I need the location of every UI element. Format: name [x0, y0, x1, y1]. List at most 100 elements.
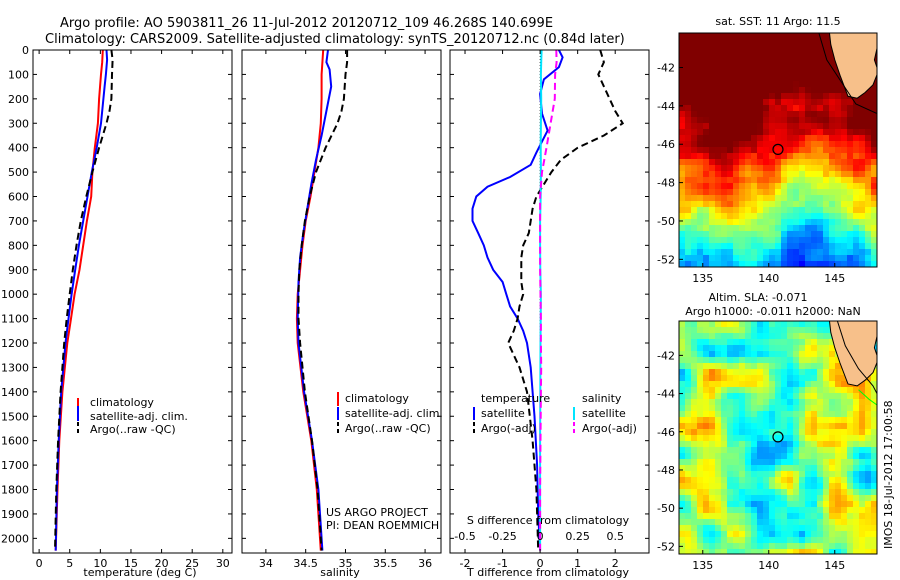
field-cell	[697, 225, 704, 232]
field-cell	[721, 363, 728, 370]
field-cell	[835, 507, 842, 514]
field-cell	[829, 123, 836, 130]
field-cell	[787, 51, 794, 58]
field-cell	[763, 93, 770, 100]
field-cell	[793, 453, 800, 460]
field-cell	[781, 63, 788, 70]
series-line-climatology	[295, 50, 325, 551]
field-cell	[781, 237, 788, 244]
field-cell	[751, 363, 758, 370]
y-tick-label: 500	[8, 166, 29, 179]
field-cell	[691, 531, 698, 538]
field-cell	[697, 423, 704, 430]
field-cell	[697, 489, 704, 496]
field-cell	[793, 501, 800, 508]
field-cell	[853, 519, 860, 526]
field-cell	[865, 237, 872, 244]
field-cell	[679, 357, 686, 364]
field-cell	[721, 213, 728, 220]
field-cell	[721, 405, 728, 412]
field-cell	[721, 549, 728, 554]
field-cell	[799, 483, 806, 490]
field-cell	[685, 459, 692, 466]
field-cell	[691, 255, 698, 262]
field-cell	[853, 201, 860, 208]
field-cell	[715, 519, 722, 526]
field-cell	[721, 33, 728, 40]
field-cell	[853, 141, 860, 148]
field-cell	[787, 471, 794, 478]
field-cell	[685, 345, 692, 352]
field-cell	[817, 123, 824, 130]
field-cell	[727, 375, 734, 382]
field-cell	[691, 387, 698, 394]
field-cell	[793, 243, 800, 250]
field-cell	[691, 549, 698, 554]
field-cell	[775, 375, 782, 382]
field-cell	[715, 393, 722, 400]
field-cell	[835, 147, 842, 154]
field-cell	[811, 231, 818, 238]
field-cell	[841, 495, 848, 502]
field-cell	[757, 81, 764, 88]
x-tick-label: 0	[36, 557, 43, 570]
field-cell	[823, 327, 830, 334]
field-cell	[841, 159, 848, 166]
field-cell	[775, 255, 782, 262]
field-cell	[823, 57, 830, 64]
field-cell	[859, 189, 866, 196]
field-cell	[727, 519, 734, 526]
field-cell	[871, 507, 877, 514]
field-cell	[739, 441, 746, 448]
field-cell	[751, 423, 758, 430]
field-cell	[823, 69, 830, 76]
field-cell	[793, 261, 800, 267]
field-cell	[823, 441, 830, 448]
field-cell	[697, 417, 704, 424]
field-cell	[799, 69, 806, 76]
field-cell	[685, 129, 692, 136]
field-cell	[703, 345, 710, 352]
field-cell	[859, 237, 866, 244]
field-cell	[769, 459, 776, 466]
field-cell	[805, 171, 812, 178]
field-cell	[697, 327, 704, 334]
field-cell	[835, 231, 842, 238]
field-cell	[745, 399, 752, 406]
field-cell	[835, 75, 842, 82]
field-cell	[679, 147, 686, 154]
field-cell	[709, 405, 716, 412]
field-cell	[745, 363, 752, 370]
legend-header-salinity: salinity	[582, 392, 622, 405]
field-cell	[727, 477, 734, 484]
field-cell	[769, 129, 776, 136]
field-cell	[751, 387, 758, 394]
field-cell	[823, 171, 830, 178]
field-cell	[757, 399, 764, 406]
field-cell	[871, 441, 877, 448]
field-cell	[697, 507, 704, 514]
field-cell	[721, 537, 728, 544]
field-cell	[853, 441, 860, 448]
field-cell	[817, 231, 824, 238]
field-cell	[703, 57, 710, 64]
field-cell	[721, 465, 728, 472]
field-cell	[769, 123, 776, 130]
field-cell	[763, 177, 770, 184]
field-cell	[805, 519, 812, 526]
field-cell	[817, 459, 824, 466]
field-cell	[793, 87, 800, 94]
field-cell	[841, 147, 848, 154]
field-cell	[763, 189, 770, 196]
field-cell	[763, 261, 770, 267]
field-cell	[805, 33, 812, 40]
field-cell	[739, 63, 746, 70]
field-cell	[847, 255, 854, 262]
field-cell	[793, 237, 800, 244]
field-cell	[739, 159, 746, 166]
field-cell	[703, 201, 710, 208]
field-cell	[835, 219, 842, 226]
field-cell	[763, 231, 770, 238]
field-cell	[775, 399, 782, 406]
field-cell	[763, 243, 770, 250]
